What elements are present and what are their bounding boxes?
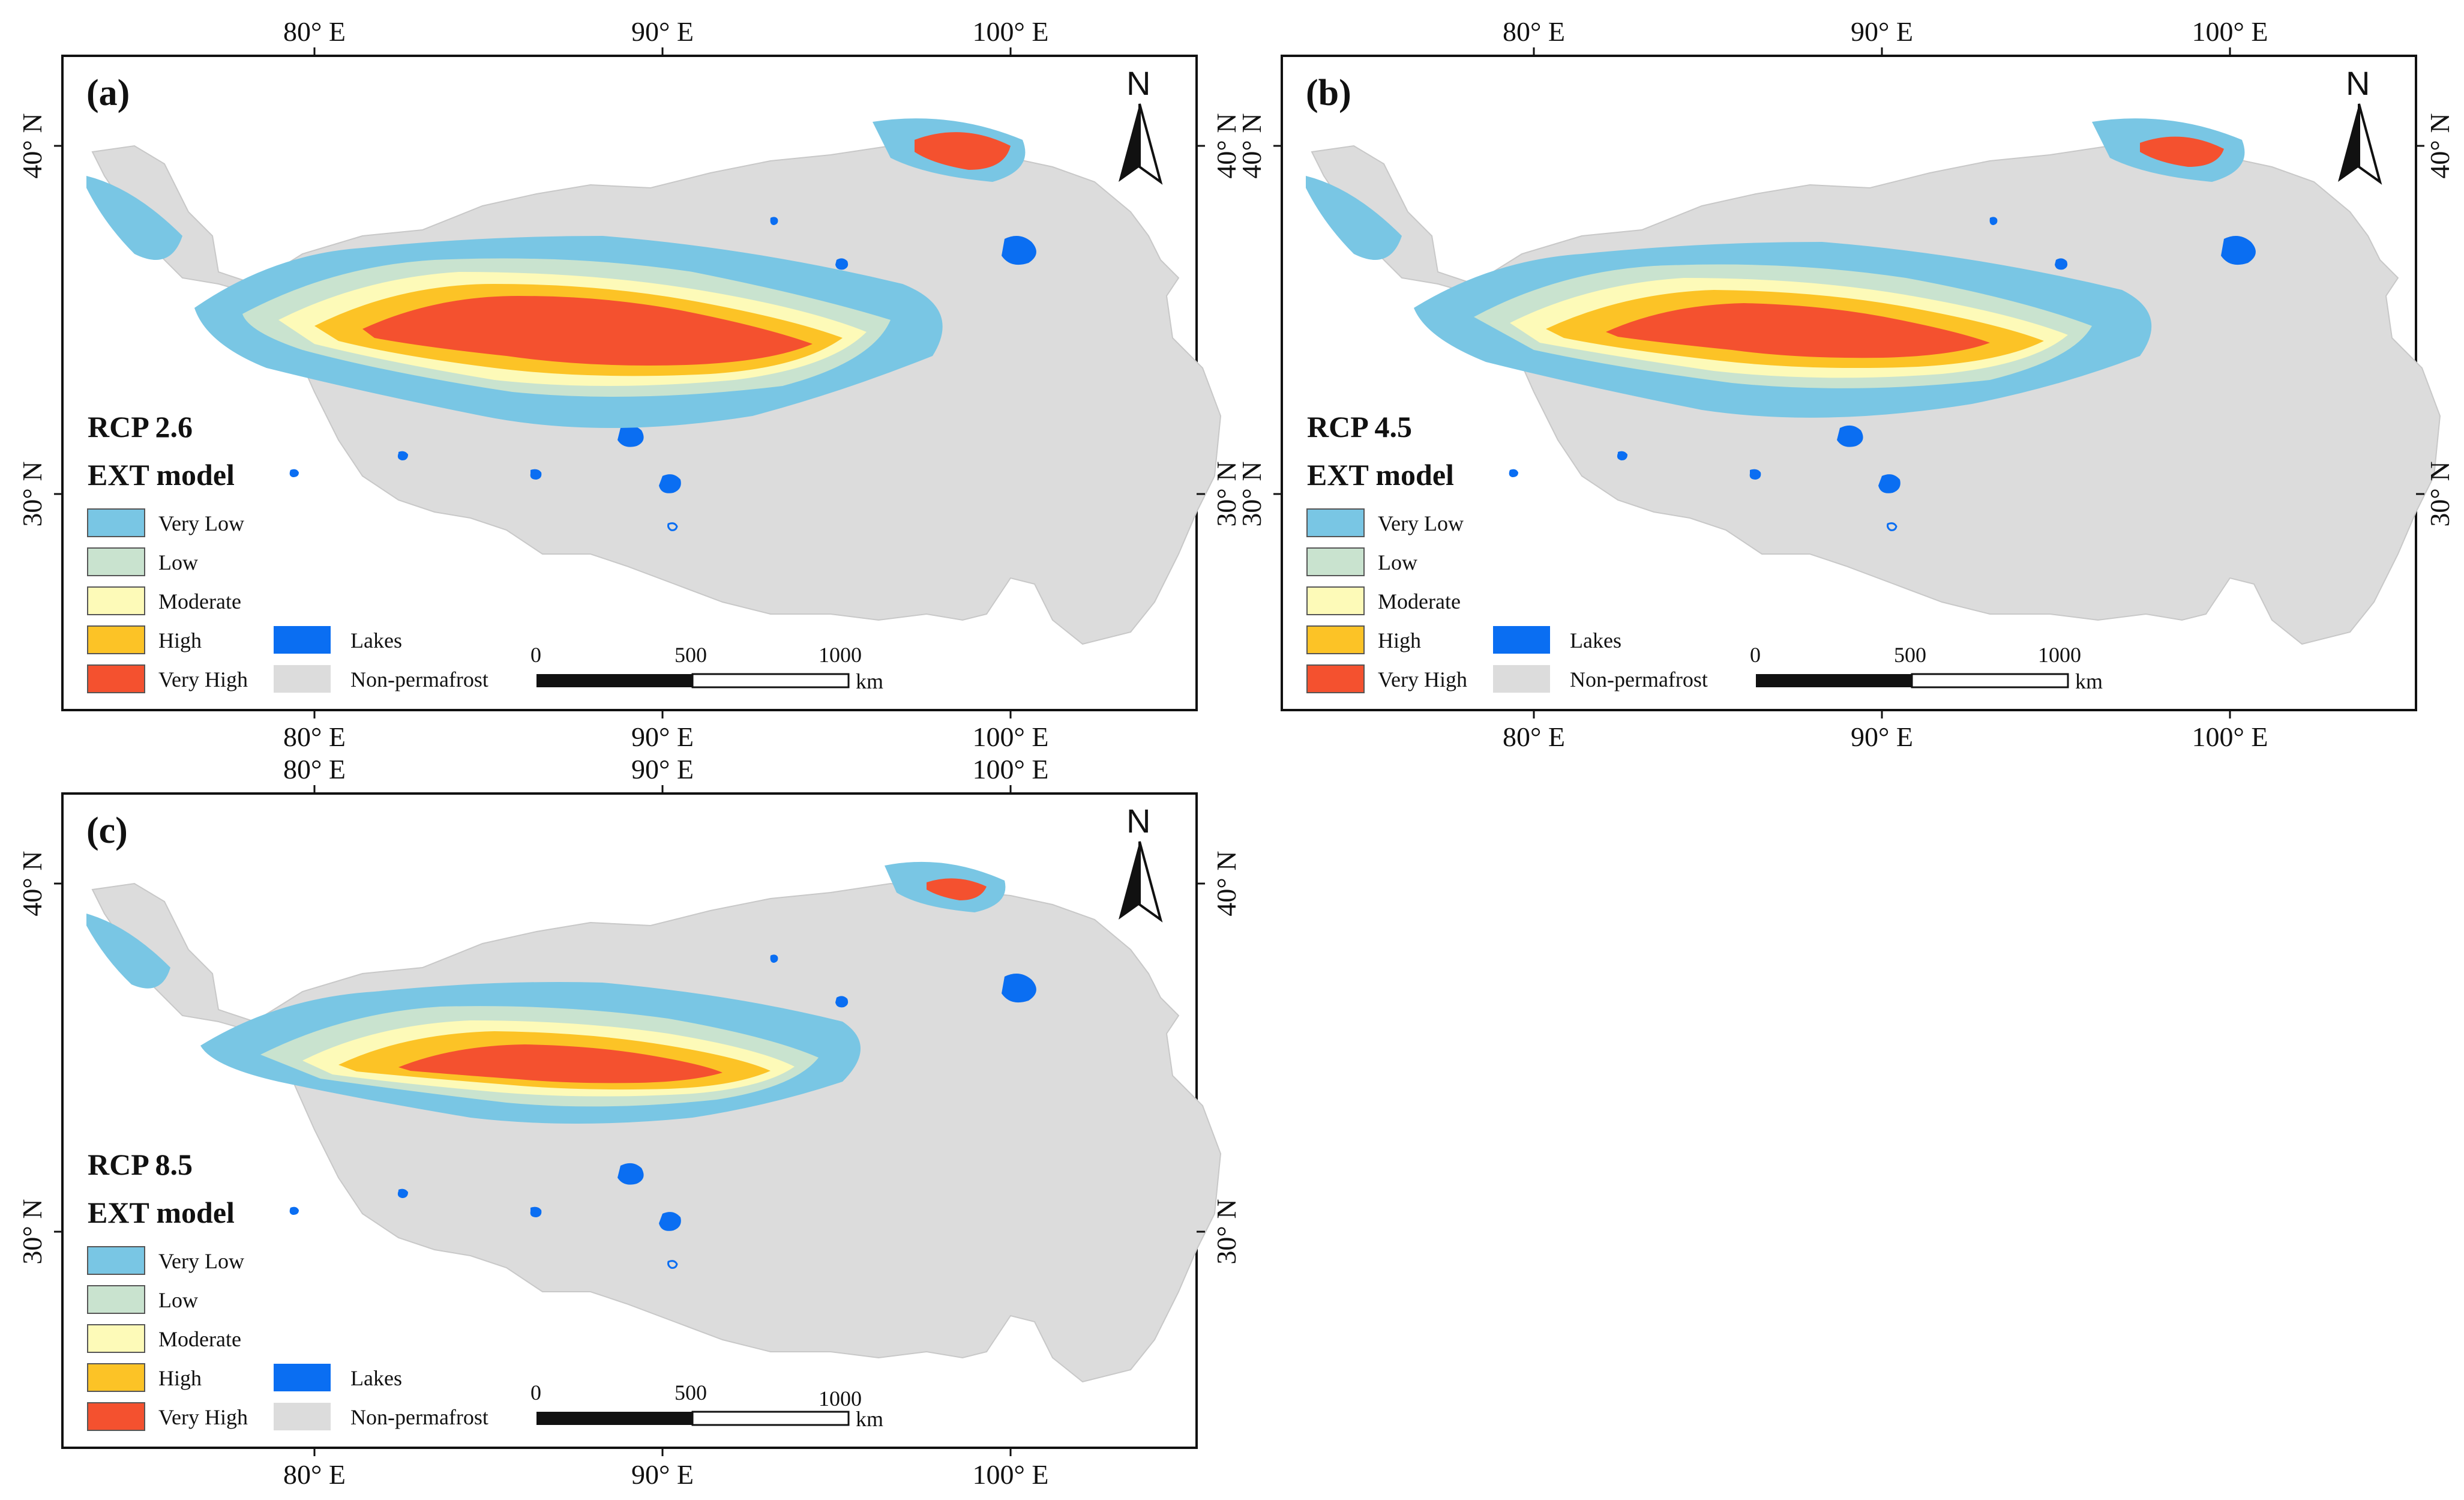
scenario-label: RCP 8.5	[88, 1148, 193, 1181]
legend-lakes: Lakes	[1570, 628, 1621, 652]
scale-bar: 0 500 1000 km	[1750, 643, 2103, 693]
x-tick-top-80: 80° E	[283, 754, 346, 785]
graticule-labels: 80° E 90° E 100° E 80° E 90° E 100° E 40…	[17, 16, 1242, 752]
x-tick-top-100: 100° E	[973, 16, 1049, 47]
scenario-label: RCP 2.6	[88, 410, 193, 444]
model-label: EXT model	[88, 458, 235, 492]
x-tick-top-90: 90° E	[631, 16, 694, 47]
y-tick-right-40: 40° N	[1211, 113, 1242, 178]
legend-low: Low	[1378, 550, 1417, 574]
legend-high: High	[1378, 628, 1421, 652]
legend-moderate: Moderate	[158, 589, 241, 613]
x-tick-top-100: 100° E	[2192, 16, 2268, 47]
y-tick-right-40: 40° N	[1211, 851, 1242, 916]
legend-very-low: Very Low	[1378, 511, 1464, 535]
model-label: EXT model	[88, 1196, 235, 1229]
north-arrow-icon: N	[1126, 802, 1150, 840]
scale-unit: km	[2075, 669, 2103, 693]
legend-very-high: Very High	[158, 667, 248, 691]
scale-label-1000: 1000	[819, 1387, 862, 1411]
y-tick-left-30: 30° N	[1236, 461, 1267, 526]
x-tick-top-90: 90° E	[631, 754, 694, 785]
x-tick-bottom-100: 100° E	[973, 1459, 1049, 1490]
legend-moderate: Moderate	[158, 1327, 241, 1351]
scale-label-500: 500	[1894, 643, 1926, 667]
legend-nonpermafrost: Non-permafrost	[350, 667, 488, 691]
north-arrow-icon: N	[1126, 64, 1150, 102]
scale-label-1000: 1000	[819, 643, 862, 667]
graticule-labels: 80° E 90° E 100° E 80° E 90° E 100° E 40…	[17, 754, 1242, 1490]
x-tick-bottom-100: 100° E	[973, 721, 1049, 752]
x-tick-bottom-100: 100° E	[2192, 721, 2268, 752]
x-tick-top-100: 100° E	[973, 754, 1049, 785]
legend-nonpermafrost: Non-permafrost	[1570, 667, 1708, 691]
scale-unit: km	[856, 669, 883, 693]
y-tick-left-40: 40° N	[1236, 113, 1267, 178]
y-tick-right-30: 30° N	[1211, 1199, 1242, 1264]
panel-c: (c) RCP 8.5 EXT model N Very Low Low Mod…	[17, 754, 1242, 1490]
legend: Very Low Low Moderate High Very High Lak…	[1378, 511, 1708, 691]
scale-label-0: 0	[1750, 643, 1761, 667]
panel-b: (b) RCP 4.5 EXT model N Very Low Low Mod…	[1236, 16, 2455, 752]
y-tick-left-40: 40° N	[17, 851, 47, 916]
legend-very-high: Very High	[158, 1405, 248, 1429]
y-tick-right-40: 40° N	[2424, 113, 2455, 178]
permafrost-risk-layer	[1306, 118, 2245, 418]
y-tick-left-30: 30° N	[17, 461, 47, 526]
scale-label-1000: 1000	[2038, 643, 2081, 667]
x-tick-bottom-90: 90° E	[631, 1459, 694, 1490]
x-tick-top-80: 80° E	[1503, 16, 1565, 47]
scale-bar: 0 500 1000 km	[530, 643, 883, 693]
scale-label-0: 0	[530, 643, 541, 667]
scale-unit: km	[856, 1407, 883, 1431]
scale-label-500: 500	[675, 643, 707, 667]
x-tick-bottom-90: 90° E	[1851, 721, 1913, 752]
scale-label-500: 500	[675, 1381, 707, 1405]
legend-lakes: Lakes	[350, 1366, 402, 1390]
legend-moderate: Moderate	[1378, 589, 1461, 613]
x-tick-bottom-80: 80° E	[283, 1459, 346, 1490]
panel-letter: (b)	[1306, 73, 1351, 113]
x-tick-top-80: 80° E	[283, 16, 346, 47]
legend-low: Low	[158, 550, 198, 574]
graticule-labels: 80° E 90° E 100° E 80° E 90° E 100° E 40…	[1236, 16, 2455, 752]
north-arrow-icon: N	[2346, 64, 2370, 102]
legend-very-high: Very High	[1378, 667, 1467, 691]
scale-label-0: 0	[530, 1381, 541, 1405]
legend-lakes: Lakes	[350, 628, 402, 652]
legend: Very Low Low Moderate High Very High Lak…	[158, 511, 488, 691]
panel-letter: (a)	[86, 73, 130, 113]
y-tick-left-40: 40° N	[17, 113, 47, 178]
scale-bar: 0 500 1000 km	[530, 1381, 883, 1431]
model-label: EXT model	[1307, 458, 1454, 492]
x-tick-top-90: 90° E	[1851, 16, 1913, 47]
scenario-label: RCP 4.5	[1307, 410, 1412, 444]
legend-very-low: Very Low	[158, 511, 244, 535]
legend-low: Low	[158, 1288, 198, 1312]
legend-nonpermafrost: Non-permafrost	[350, 1405, 488, 1429]
x-tick-bottom-90: 90° E	[631, 721, 694, 752]
x-tick-bottom-80: 80° E	[1503, 721, 1565, 752]
legend: Very Low Low Moderate High Very High Lak…	[158, 1249, 488, 1429]
legend-very-low: Very Low	[158, 1249, 244, 1273]
permafrost-risk-layer	[86, 118, 1026, 428]
y-tick-right-30: 30° N	[1211, 461, 1242, 526]
legend-high: High	[158, 628, 202, 652]
permafrost-risk-layer	[86, 861, 1006, 1124]
x-tick-bottom-80: 80° E	[283, 721, 346, 752]
y-tick-left-30: 30° N	[17, 1199, 47, 1264]
legend-high: High	[158, 1366, 202, 1390]
panel-letter: (c)	[86, 810, 128, 851]
y-tick-right-30: 30° N	[2424, 461, 2455, 526]
panel-a: (a) RCP 2.6 EXT model N Very Low Low Mod…	[17, 16, 1242, 752]
